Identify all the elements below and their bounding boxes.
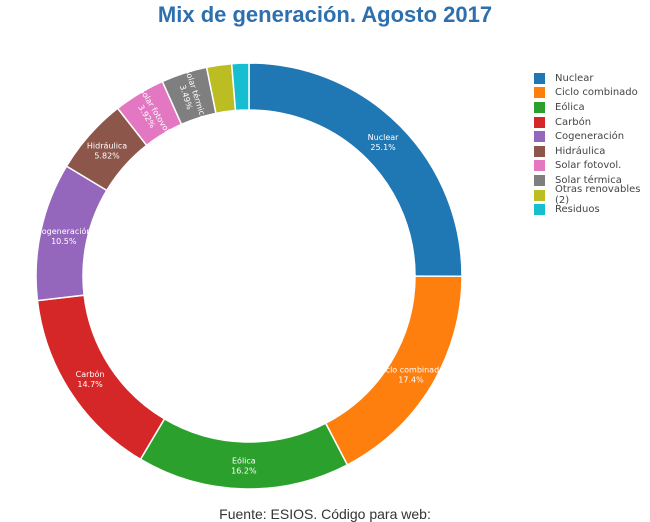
legend-label: Carbón xyxy=(555,116,592,128)
legend-item-eolica[interactable]: Eólica xyxy=(534,100,650,115)
legend-swatch xyxy=(534,72,545,84)
slice-nuclear[interactable] xyxy=(248,62,463,277)
legend-item-residuos[interactable]: Residuos xyxy=(534,202,650,217)
slices-layer xyxy=(35,62,463,490)
legend-swatch xyxy=(534,145,545,157)
slice-label-name: Nuclear xyxy=(368,133,400,142)
legend-label: Eólica xyxy=(555,101,585,113)
legend-item-solar-fotovol[interactable]: Solar fotovol. xyxy=(534,159,650,174)
slice-label-value: 14.7% xyxy=(77,380,103,389)
legend-label: Otras renovables (2) xyxy=(555,184,641,207)
legend-item-ciclo-combinado[interactable]: Ciclo combinado xyxy=(534,86,650,101)
legend-item-solar-termica[interactable]: Solar térmica xyxy=(534,173,650,188)
slice-residuos[interactable] xyxy=(230,62,250,112)
legend-swatch xyxy=(534,174,545,186)
slice-label-name: Carbón xyxy=(76,369,105,379)
slice-label-name: Ciclo combinado xyxy=(378,365,444,374)
slice-label-name: Hidráulica xyxy=(87,141,127,150)
legend-label: Solar fotovol. xyxy=(555,160,622,172)
legend-swatch xyxy=(534,131,545,143)
legend-item-carbon[interactable]: Carbón xyxy=(534,115,650,130)
legend-swatch xyxy=(534,189,545,201)
legend-swatch xyxy=(534,204,545,216)
slice-label-name: Eólica xyxy=(232,455,256,465)
legend-item-cogeneracion[interactable]: Cogeneración xyxy=(534,129,650,144)
legend: Nuclear Ciclo combinado Eólica Carbón Cogene… xyxy=(534,71,650,217)
slice-label-value: 16.2% xyxy=(231,466,257,475)
legend-label: Nuclear xyxy=(555,72,594,84)
source-footer: Fuente: ESIOS. Código para web: xyxy=(219,506,431,522)
legend-swatch xyxy=(534,116,545,128)
chart-title: Mix de generación. Agosto 2017 xyxy=(157,2,493,27)
slice-label-value: 17.4% xyxy=(398,375,424,384)
legend-swatch xyxy=(534,87,545,99)
legend-swatch xyxy=(534,101,545,113)
legend-swatch xyxy=(534,160,545,172)
legend-label: Cogeneración xyxy=(555,131,625,143)
slice-label-value: 5.82% xyxy=(94,151,120,160)
legend-item-nuclear[interactable]: Nuclear xyxy=(534,71,650,86)
slice-label-value: 25.1% xyxy=(370,143,396,152)
legend-label: Hidráulica xyxy=(555,145,606,157)
legend-label: Solar térmica xyxy=(555,174,622,186)
legend-item-hidraulica[interactable]: Hidráulica xyxy=(534,144,650,159)
slice-eolica[interactable] xyxy=(139,417,349,490)
legend-item-otras-renovables-2[interactable]: Otras renovables (2) xyxy=(534,184,650,206)
slice-label-name: Cogeneración xyxy=(36,226,91,236)
slice-label-value: 10.5% xyxy=(51,237,77,246)
legend-label: Residuos xyxy=(555,204,600,216)
legend-label: Ciclo combinado xyxy=(555,87,638,99)
